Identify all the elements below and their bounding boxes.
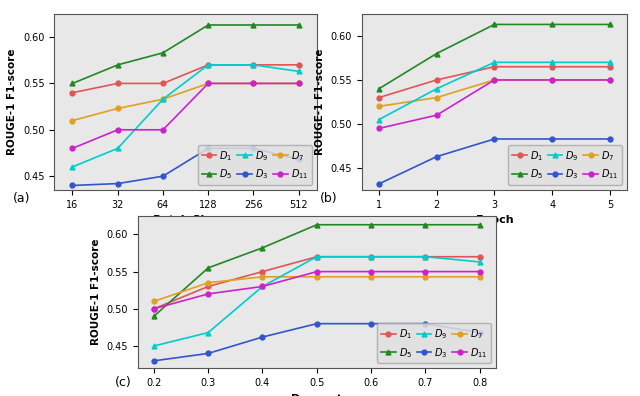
Text: (a): (a)	[13, 192, 30, 205]
Legend: $D_{1}$, $D_{5}$, $D_{9}$, $D_{3}$, $D_{7}$, $D_{11}$: $D_{1}$, $D_{5}$, $D_{9}$, $D_{3}$, $D_{…	[508, 145, 622, 185]
Legend: $D_{1}$, $D_{5}$, $D_{9}$, $D_{3}$, $D_{7}$, $D_{11}$: $D_{1}$, $D_{5}$, $D_{9}$, $D_{3}$, $D_{…	[198, 145, 312, 185]
Legend: $D_{1}$, $D_{5}$, $D_{9}$, $D_{3}$, $D_{7}$, $D_{11}$: $D_{1}$, $D_{5}$, $D_{9}$, $D_{3}$, $D_{…	[377, 323, 491, 364]
Y-axis label: ROUGE-1 F1-score: ROUGE-1 F1-score	[91, 239, 100, 345]
Text: (c): (c)	[115, 376, 132, 389]
Y-axis label: ROUGE-1 F1-score: ROUGE-1 F1-score	[8, 49, 17, 155]
X-axis label: Epoch: Epoch	[476, 215, 513, 225]
Text: (b): (b)	[320, 192, 338, 205]
Y-axis label: ROUGE-1 F1-score: ROUGE-1 F1-score	[315, 49, 324, 155]
X-axis label: Batch Size: Batch Size	[153, 215, 218, 225]
X-axis label: Dropout: Dropout	[291, 394, 342, 396]
